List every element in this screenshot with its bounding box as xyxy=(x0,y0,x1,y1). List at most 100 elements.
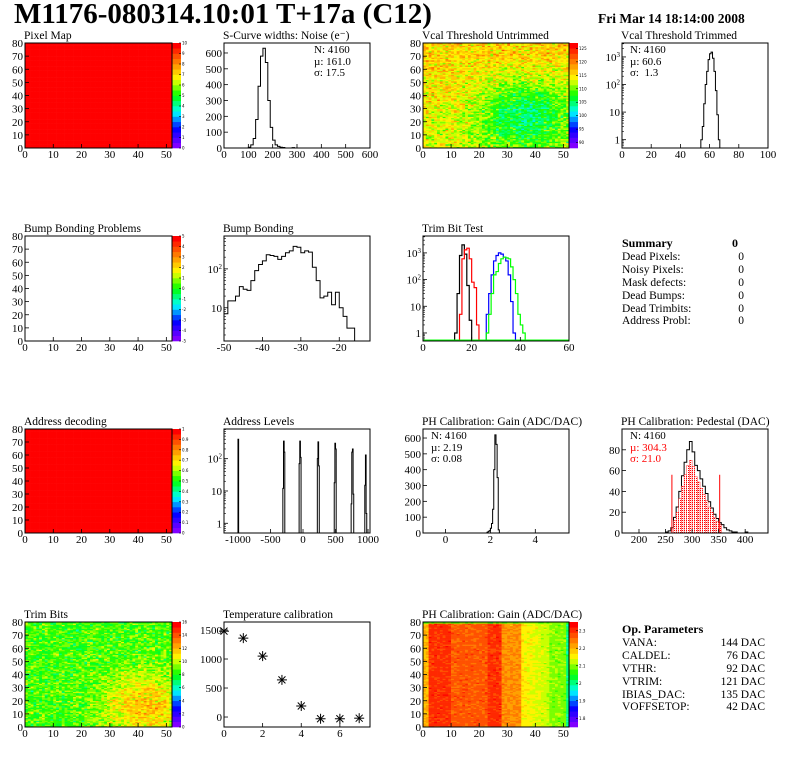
heatmap-cell xyxy=(36,43,40,45)
heatmap-cell xyxy=(25,57,29,60)
heatmap-cell xyxy=(25,65,29,67)
heatmap-cell xyxy=(47,52,51,54)
heatmap-cell xyxy=(25,73,29,75)
heatmap-cell xyxy=(25,75,29,78)
heatmap-cell xyxy=(58,108,63,111)
heatmap-cell xyxy=(56,52,60,54)
heatmap-cell xyxy=(27,133,31,136)
heatmap-cell xyxy=(25,83,29,86)
heatmap-cell xyxy=(47,81,51,83)
heatmap-cell xyxy=(58,128,63,130)
heatmap-cell xyxy=(47,92,51,95)
heatmap-cell xyxy=(41,91,46,94)
heatmap-cell xyxy=(47,137,51,140)
heatmap-cell xyxy=(36,86,40,88)
heatmap-cell xyxy=(41,103,46,105)
heatmap-cell xyxy=(50,127,54,129)
heatmap-cell xyxy=(25,136,29,138)
heatmap-cell xyxy=(41,43,46,45)
heatmap-cell xyxy=(36,67,40,70)
heatmap-cell xyxy=(53,64,57,66)
heatmap-cell xyxy=(33,92,37,95)
heatmap-cell xyxy=(39,49,43,52)
heatmap-cell xyxy=(33,44,37,46)
heatmap-cell xyxy=(58,54,63,57)
heatmap-cell xyxy=(44,145,48,147)
heatmap-cell xyxy=(39,62,43,65)
heatmap-cell xyxy=(25,92,29,95)
heatmap-cell xyxy=(50,115,54,117)
heatmap-cell xyxy=(33,57,37,60)
heatmap-cell xyxy=(53,140,57,142)
heatmap-cell xyxy=(53,57,57,60)
heatmap-cell xyxy=(61,107,65,109)
heatmap-cell xyxy=(58,56,63,58)
heatmap-cell xyxy=(33,138,37,141)
heatmap-cell xyxy=(25,61,29,63)
heatmap-cell xyxy=(30,53,34,56)
heatmap-cell xyxy=(61,67,65,70)
heatmap-cell xyxy=(33,125,37,128)
heatmap-cell xyxy=(27,94,31,96)
heatmap-cell xyxy=(58,121,63,124)
x-tick-label: 200 xyxy=(264,149,281,161)
heatmap-cell xyxy=(30,49,34,52)
heatmap-cell xyxy=(50,58,54,61)
heatmap-cell xyxy=(47,58,51,61)
heatmap-cell xyxy=(61,75,65,78)
heatmap-cell xyxy=(39,117,43,120)
heatmap-cell xyxy=(58,116,63,119)
heatmap-cell xyxy=(30,106,34,108)
heatmap-cell xyxy=(36,103,40,105)
heatmap-cell xyxy=(33,113,37,116)
heatmap-cell xyxy=(39,69,43,71)
heatmap-cell xyxy=(53,146,57,149)
heatmap-cell xyxy=(56,141,60,144)
heatmap-cell xyxy=(44,98,48,100)
heatmap-cell xyxy=(39,102,43,104)
color-bar-tick-label: 5 xyxy=(182,93,185,98)
heatmap-cell xyxy=(50,119,54,121)
heatmap-cell xyxy=(36,70,40,73)
color-bar-tick-label: 4 xyxy=(182,104,185,109)
heatmap-cell xyxy=(25,64,29,66)
heatmap-cell xyxy=(39,140,43,142)
heatmap-cell xyxy=(25,44,29,46)
color-bar-tick-label: 0 xyxy=(182,146,185,151)
heatmap-cell xyxy=(44,130,48,133)
heatmap-cell xyxy=(56,78,60,81)
heatmap-cell xyxy=(41,95,46,98)
heatmap-cell xyxy=(33,100,37,103)
heatmap-cell xyxy=(61,77,65,79)
heatmap-cell xyxy=(27,103,31,105)
heatmap-cell xyxy=(47,46,51,49)
heatmap-cell xyxy=(33,103,37,105)
heatmap-cell xyxy=(61,94,65,96)
heatmap-cell xyxy=(30,146,34,149)
heatmap-cell xyxy=(56,67,60,70)
heatmap-cell xyxy=(53,92,57,95)
heatmap-cell xyxy=(50,102,54,104)
heatmap-cell xyxy=(47,74,51,77)
heatmap-cell xyxy=(39,53,43,56)
heatmap-cell xyxy=(44,49,48,52)
heatmap-cell xyxy=(58,117,63,120)
heatmap-cell xyxy=(30,125,34,128)
heatmap-cell xyxy=(44,75,48,78)
heatmap-cell xyxy=(61,113,65,116)
heatmap-cell xyxy=(39,144,43,146)
heatmap-cell xyxy=(27,70,31,73)
heatmap-cell xyxy=(53,138,57,141)
heatmap-cell xyxy=(33,134,37,137)
heatmap-cell xyxy=(47,119,51,121)
heatmap-cell xyxy=(41,83,46,86)
color-bar-tick-label: 3 xyxy=(182,114,185,119)
heatmap-cell xyxy=(41,140,46,142)
heatmap-cell xyxy=(30,73,34,75)
heatmap-cell xyxy=(47,44,51,46)
heatmap-cell xyxy=(61,124,65,126)
heatmap-cell xyxy=(50,145,54,147)
heatmap-cell xyxy=(44,78,48,81)
